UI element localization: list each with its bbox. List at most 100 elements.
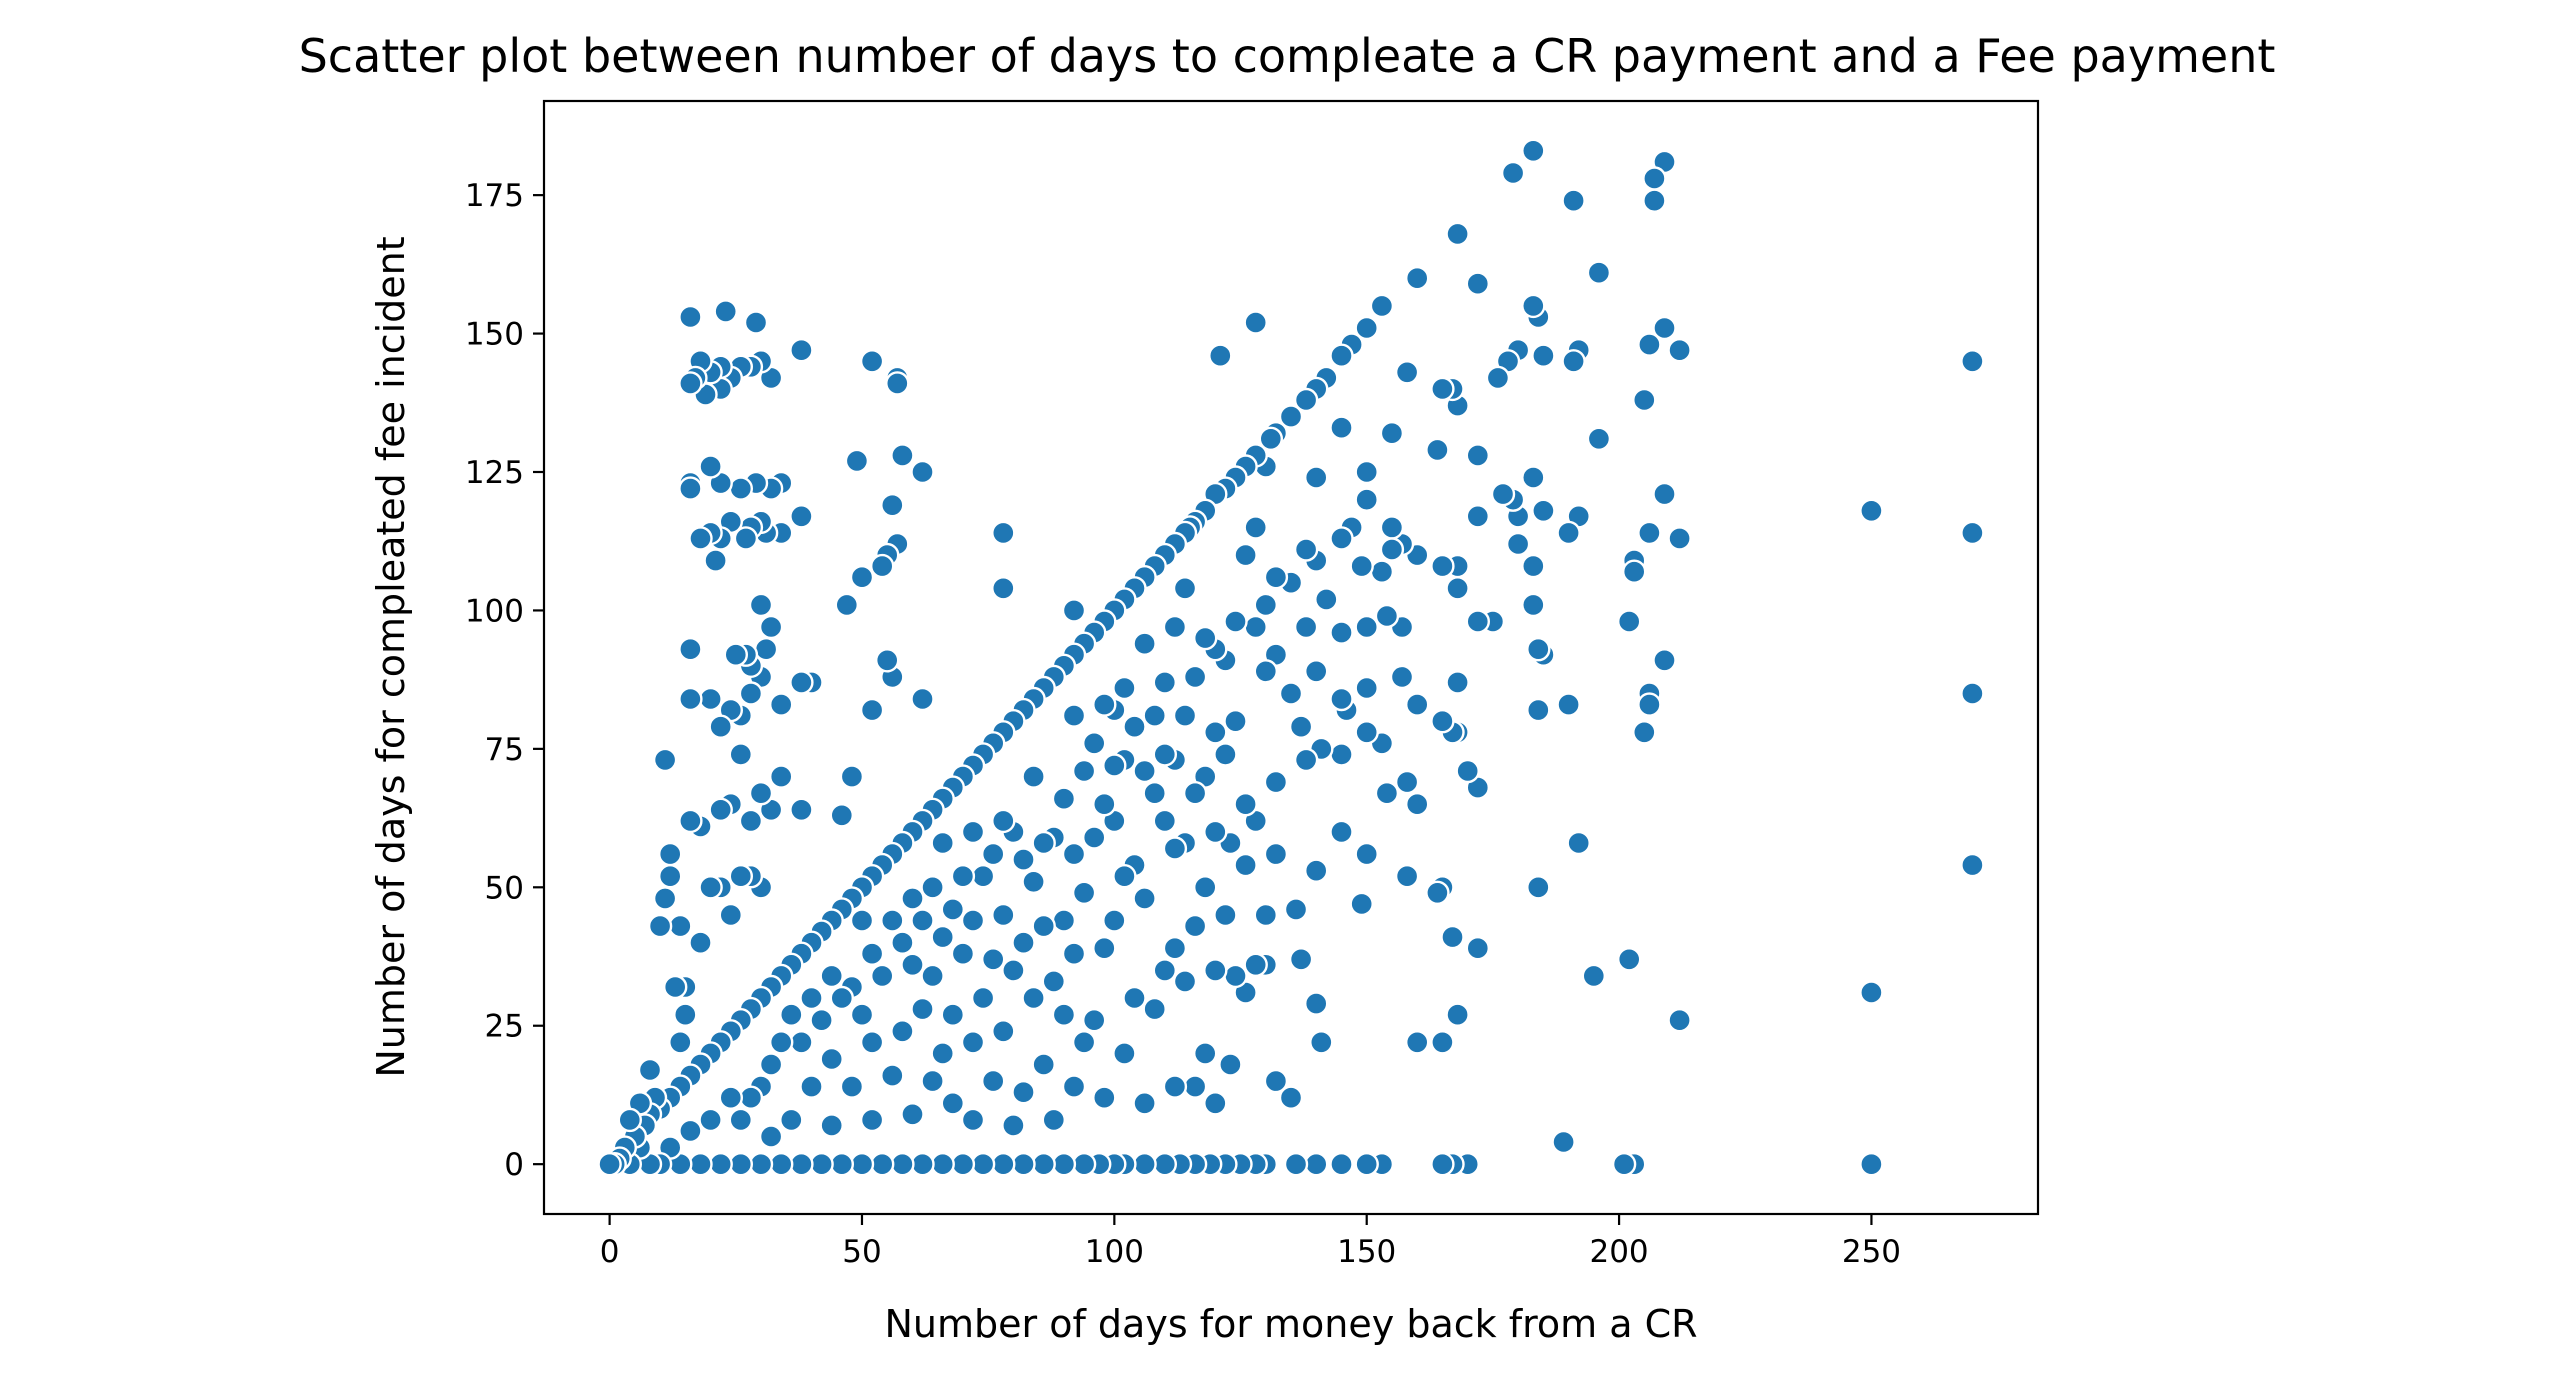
x-axis-ticks: 0 50 100 150 200 250 bbox=[600, 1214, 1901, 1270]
data-point bbox=[1162, 1074, 1188, 1099]
data-point bbox=[991, 1019, 1016, 1044]
data-point bbox=[1182, 1074, 1208, 1099]
data-point bbox=[1642, 188, 1667, 213]
data-point bbox=[1526, 697, 1551, 723]
data-point bbox=[880, 1063, 905, 1088]
data-point bbox=[652, 886, 678, 911]
data-point bbox=[1011, 847, 1036, 872]
data-point bbox=[960, 908, 986, 933]
data-point bbox=[1182, 781, 1208, 806]
data-point bbox=[940, 1002, 965, 1027]
data-point bbox=[1309, 1030, 1334, 1055]
data-point bbox=[859, 1030, 885, 1055]
data-point bbox=[920, 875, 945, 900]
data-point bbox=[789, 1151, 814, 1177]
data-point bbox=[1354, 720, 1379, 745]
data-point bbox=[930, 830, 955, 856]
data-point bbox=[1203, 958, 1228, 983]
data-point bbox=[713, 299, 738, 324]
data-point bbox=[1369, 559, 1395, 584]
data-point bbox=[1521, 553, 1546, 579]
data-point bbox=[703, 548, 728, 573]
data-point bbox=[1329, 620, 1354, 645]
data-point bbox=[1349, 891, 1374, 917]
data-point bbox=[1303, 1151, 1329, 1177]
data-point bbox=[1354, 315, 1379, 341]
data-point bbox=[809, 1008, 834, 1033]
data-point bbox=[981, 841, 1006, 867]
data-point bbox=[1430, 376, 1455, 402]
plot-frame bbox=[542, 99, 2040, 1216]
data-point bbox=[1243, 952, 1268, 977]
data-point bbox=[1616, 609, 1642, 634]
data-point bbox=[1071, 1030, 1097, 1055]
data-point bbox=[859, 697, 885, 723]
data-point bbox=[1278, 1085, 1304, 1110]
data-point bbox=[1031, 1151, 1056, 1177]
data-point bbox=[1960, 681, 1985, 706]
data-point bbox=[1490, 481, 1516, 507]
data-point bbox=[859, 941, 885, 966]
data-point bbox=[1223, 709, 1248, 734]
data-point bbox=[940, 897, 965, 922]
data-point bbox=[1152, 742, 1178, 767]
data-point bbox=[1586, 426, 1612, 451]
data-point bbox=[970, 1151, 996, 1177]
data-point bbox=[1379, 537, 1405, 562]
data-point bbox=[1253, 902, 1279, 928]
data-point bbox=[1521, 138, 1546, 164]
data-point bbox=[1122, 714, 1147, 739]
data-point bbox=[758, 1052, 784, 1077]
data-point bbox=[1379, 515, 1405, 540]
data-point bbox=[1142, 781, 1167, 806]
data-point bbox=[728, 742, 753, 767]
data-point bbox=[1960, 520, 1985, 546]
data-point bbox=[910, 686, 935, 712]
data-point bbox=[1561, 188, 1586, 213]
data-point bbox=[718, 902, 743, 928]
chart-title: Scatter plot between number of days to c… bbox=[299, 29, 2276, 83]
data-point bbox=[698, 875, 723, 900]
data-point bbox=[1526, 637, 1551, 662]
y-tick-label: 100 bbox=[465, 593, 524, 629]
data-point bbox=[688, 930, 713, 955]
data-point bbox=[1051, 786, 1077, 811]
data-point bbox=[663, 974, 688, 1000]
data-point bbox=[1208, 343, 1233, 368]
data-point bbox=[1425, 880, 1450, 905]
data-point bbox=[617, 1107, 642, 1133]
data-point bbox=[960, 819, 986, 845]
data-point bbox=[981, 947, 1006, 972]
data-point bbox=[658, 864, 683, 889]
data-point bbox=[890, 1019, 915, 1044]
data-point bbox=[1445, 221, 1470, 247]
data-point bbox=[1329, 742, 1354, 767]
data-point bbox=[1404, 1030, 1430, 1055]
data-point bbox=[1465, 504, 1491, 529]
data-point bbox=[1859, 980, 1884, 1005]
data-point bbox=[920, 1068, 945, 1094]
data-point bbox=[970, 864, 996, 889]
data-point bbox=[870, 553, 895, 579]
data-point bbox=[1440, 924, 1465, 950]
x-tick-label: 50 bbox=[842, 1234, 881, 1270]
x-tick-label: 100 bbox=[1085, 1234, 1144, 1270]
data-point bbox=[1404, 792, 1430, 817]
data-point bbox=[789, 797, 814, 822]
data-point bbox=[779, 1107, 804, 1133]
data-point bbox=[708, 1151, 733, 1177]
data-point bbox=[859, 349, 885, 374]
data-point bbox=[819, 1113, 844, 1138]
data-point bbox=[1329, 686, 1354, 712]
data-point bbox=[1485, 365, 1511, 391]
data-point bbox=[1303, 465, 1329, 490]
data-point bbox=[678, 304, 703, 330]
data-point bbox=[1152, 958, 1178, 983]
data-point bbox=[1192, 875, 1218, 900]
data-point bbox=[758, 614, 784, 640]
data-point bbox=[1142, 703, 1167, 728]
y-tick-label: 150 bbox=[465, 317, 524, 353]
data-point bbox=[870, 1151, 895, 1177]
data-point bbox=[1243, 310, 1268, 335]
